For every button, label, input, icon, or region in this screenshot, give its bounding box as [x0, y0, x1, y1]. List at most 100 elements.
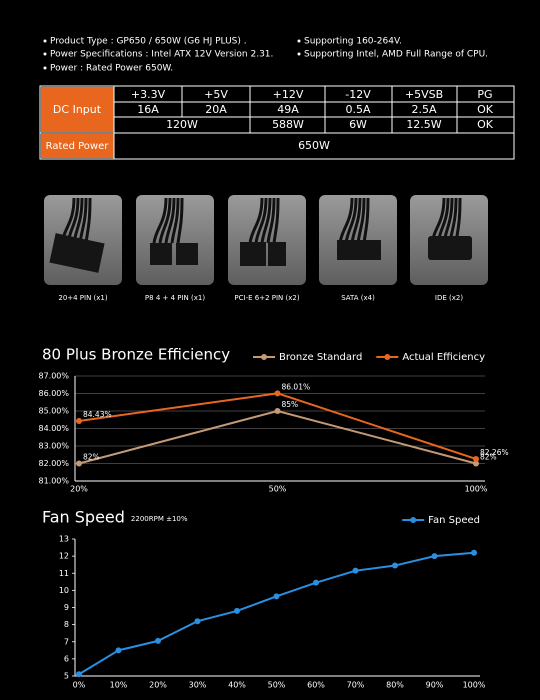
cell: OK — [477, 118, 494, 131]
table-border — [39, 85, 515, 160]
connector-plug — [428, 236, 472, 260]
data-point — [313, 579, 319, 586]
data-point — [431, 553, 438, 560]
cell: +5VSB — [405, 88, 443, 101]
data-point — [274, 390, 281, 397]
data-label: 85% — [282, 400, 299, 409]
legend-marker — [261, 354, 268, 360]
data-label: 82% — [83, 453, 100, 462]
header-cell — [41, 87, 114, 132]
data-label: 82% — [480, 453, 497, 462]
cell: +5V — [204, 88, 228, 101]
specs: Product Type : GP650 / 650W (G6 HJ PLUS)… — [43, 37, 488, 74]
legend-label: Bronze Standard — [279, 352, 362, 363]
chart-title: Fan Speed — [42, 508, 125, 527]
cell: +12V — [273, 88, 304, 101]
y-tick-label: 84.00% — [38, 424, 69, 433]
data-point — [76, 460, 82, 467]
cell: 2.5A — [411, 103, 436, 116]
x-tick-label: 20% — [149, 681, 167, 690]
charts: 80 Plus Bronze Efficiency 81.00% 82.00% 83.… — [38, 346, 508, 690]
connector-label: PCI-E 6+2 PIN (x2) — [234, 294, 299, 302]
header-cell — [41, 134, 114, 158]
bullet — [43, 39, 47, 43]
y-tick-label: 8 — [64, 620, 69, 629]
data-point — [473, 455, 479, 462]
x-tick-label: 60% — [307, 681, 325, 690]
y-tick-label: 10 — [59, 586, 69, 595]
spec: Product Type : GP650 / 650W (G6 HJ PLUS)… — [50, 37, 247, 47]
y-tick-label: 9 — [64, 603, 69, 612]
cell: 588W — [272, 118, 304, 131]
x-tick-label: 50% — [269, 485, 287, 494]
data-point — [273, 593, 280, 600]
connector: PCI-E 6+2 PIN (x2) — [228, 195, 306, 302]
connector-plug — [337, 240, 381, 260]
legend: Fan Speed — [402, 515, 480, 526]
cell: PG — [477, 88, 492, 101]
bullet — [43, 66, 47, 70]
x-tick-label: 90% — [426, 681, 444, 690]
y-tick-label: 81.00% — [38, 477, 69, 486]
x-tick-label: 50% — [268, 681, 286, 690]
spec: Supporting Intel, AMD Full Range of CPU. — [304, 50, 488, 60]
x-tick-label: 10% — [110, 681, 128, 690]
x-tick-label: 40% — [228, 681, 246, 690]
data-label: 82.26% — [480, 448, 509, 457]
data-point — [392, 562, 398, 569]
cell: 0.5A — [345, 103, 370, 116]
cell: 49A — [277, 103, 299, 116]
legend-marker — [410, 517, 417, 523]
connector-label: P8 4 + 4 PIN (x1) — [145, 294, 205, 302]
y-tick-label: 5 — [64, 672, 69, 681]
data-point — [76, 671, 82, 678]
chart: Fan Speed 2200RPM ±10% 5 6 7 8 9 10 11 12 13 0% 10% 2… — [42, 508, 486, 690]
cell: 6W — [349, 118, 367, 131]
chart: 80 Plus Bronze Efficiency 81.00% 82.00% 83.… — [38, 346, 508, 494]
x-tick-label: 70% — [347, 681, 365, 690]
data-point — [155, 637, 161, 644]
connector-photo — [136, 195, 214, 285]
connector: 20+4 PIN (x1) — [44, 195, 122, 302]
spec-table: DC Input Rated Power +3.3V +5V +12V -12V… — [39, 85, 515, 160]
y-tick-label: 12 — [59, 552, 69, 561]
y-tick-label: 83.00% — [38, 442, 69, 451]
cell: OK — [477, 103, 494, 116]
connector-plug — [150, 243, 172, 265]
data-point — [115, 647, 122, 654]
data-point — [471, 549, 477, 556]
y-tick-label: 11 — [59, 569, 69, 578]
cell: +3.3V — [131, 88, 166, 101]
legend-label: Actual Efficiency — [402, 352, 485, 363]
cell: 120W — [166, 118, 198, 131]
connector: P8 4 + 4 PIN (x1) — [136, 195, 214, 302]
y-tick-label: 87.00% — [38, 372, 69, 381]
y-tick-label: 82.00% — [38, 459, 69, 468]
connector-plug — [240, 242, 266, 266]
spec: Power : Rated Power 650W. — [50, 64, 173, 74]
bullet — [43, 52, 47, 56]
data-point — [352, 567, 359, 574]
connector: SATA (x4) — [319, 195, 397, 302]
data-label: 84.43% — [83, 410, 112, 419]
connector-plug — [268, 242, 286, 266]
data-point — [234, 607, 240, 614]
row-header: Rated Power — [46, 141, 110, 152]
data-point — [274, 408, 281, 414]
chart-title: 80 Plus Bronze Efficiency — [42, 346, 230, 364]
x-tick-label: 100% — [465, 485, 488, 494]
chart-subtitle: 2200RPM ±10% — [131, 515, 188, 523]
connector-label: IDE (x2) — [435, 294, 463, 302]
cell: 16A — [137, 103, 159, 116]
spec: Power Specifications : Intel ATX 12V Ver… — [50, 50, 273, 60]
x-tick-label: 20% — [70, 485, 88, 494]
y-tick-label: 85.00% — [38, 407, 69, 416]
x-tick-label: 80% — [386, 681, 404, 690]
y-tick-label: 86.00% — [38, 389, 69, 398]
y-tick-label: 6 — [64, 654, 69, 663]
legend-label: Fan Speed — [428, 515, 480, 526]
cell: 650W — [298, 139, 330, 152]
legend-marker — [384, 354, 391, 360]
y-tick-label: 13 — [59, 535, 69, 544]
y-tick-label: 7 — [64, 637, 69, 646]
